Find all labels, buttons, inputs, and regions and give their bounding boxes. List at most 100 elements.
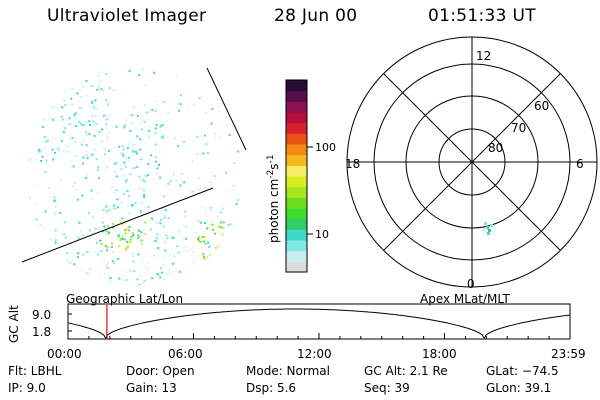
image-pixel xyxy=(74,181,77,184)
image-pixel xyxy=(103,260,106,263)
image-pixel xyxy=(70,244,72,247)
timeline-plot xyxy=(67,303,571,340)
image-pixel xyxy=(82,162,85,165)
image-pixel xyxy=(61,233,64,236)
image-pixel xyxy=(86,113,89,116)
image-pixel xyxy=(145,111,148,114)
image-pixel xyxy=(69,123,72,125)
image-pixel xyxy=(139,148,142,151)
colorbar-segment xyxy=(286,186,307,198)
image-pixel xyxy=(235,202,238,205)
image-pixel xyxy=(196,135,199,138)
image-pixel xyxy=(106,166,109,169)
image-pixel xyxy=(85,131,88,134)
image-pixel xyxy=(61,140,64,143)
image-pixel xyxy=(115,125,118,128)
image-pixel xyxy=(77,252,80,255)
image-pixel xyxy=(138,74,141,77)
image-pixel xyxy=(169,236,172,239)
image-pixel xyxy=(91,114,93,117)
image-pixel xyxy=(107,225,110,228)
image-pixel xyxy=(64,236,67,239)
mlt-label-18: 18 xyxy=(345,157,360,171)
image-pixel xyxy=(44,171,47,173)
image-pixel xyxy=(166,120,169,123)
mlt-label-6: 6 xyxy=(576,157,584,171)
image-pixel xyxy=(50,106,53,109)
image-pixel xyxy=(94,227,97,230)
image-pixel xyxy=(115,172,118,175)
image-pixel xyxy=(106,135,109,138)
image-pixel xyxy=(103,225,106,228)
image-pixel xyxy=(129,156,132,159)
image-pixel xyxy=(132,255,135,258)
image-pixel xyxy=(121,223,124,226)
image-pixel xyxy=(127,229,130,232)
image-pixel xyxy=(143,279,146,282)
image-pixel xyxy=(207,152,209,155)
image-pixel xyxy=(40,159,42,162)
image-pixel xyxy=(91,153,94,156)
image-pixel xyxy=(160,136,163,139)
image-pixel xyxy=(172,262,174,265)
image-pixel xyxy=(209,253,211,256)
image-pixel xyxy=(157,273,160,276)
image-pixel xyxy=(156,241,159,244)
image-pixel xyxy=(54,205,57,208)
image-pixel xyxy=(131,204,134,207)
image-pixel xyxy=(105,210,108,213)
colorbar-segment xyxy=(286,229,307,241)
image-pixel xyxy=(88,122,91,125)
image-pixel xyxy=(126,190,129,193)
image-pixel xyxy=(94,115,97,118)
image-pixel xyxy=(160,267,162,270)
image-pixel xyxy=(52,106,55,109)
image-pixel xyxy=(171,235,174,238)
image-pixel xyxy=(171,236,174,239)
image-pixel xyxy=(105,118,108,121)
image-pixel xyxy=(71,87,74,90)
image-pixel xyxy=(156,172,158,174)
image-pixel xyxy=(132,144,135,147)
image-pixel xyxy=(120,153,123,156)
image-pixel xyxy=(141,188,144,191)
image-pixel xyxy=(106,137,109,140)
image-pixel xyxy=(126,245,129,248)
image-pixel xyxy=(60,116,63,119)
image-pixel xyxy=(154,99,157,102)
image-pixel xyxy=(154,160,157,163)
image-pixel xyxy=(136,114,139,117)
info-gc-alt: GC Alt: 2.1 Re xyxy=(364,364,448,378)
image-pixel xyxy=(139,138,142,141)
image-pixel xyxy=(52,158,55,161)
image-pixel xyxy=(210,122,213,125)
geographic-image xyxy=(27,68,244,285)
image-pixel xyxy=(102,89,105,92)
image-pixel xyxy=(200,206,203,209)
image-pixel xyxy=(116,198,119,201)
image-pixel xyxy=(177,251,180,254)
image-pixel xyxy=(168,269,171,272)
image-pixel xyxy=(221,208,224,211)
image-pixel xyxy=(167,273,170,276)
image-pixel xyxy=(121,155,124,158)
image-pixel xyxy=(113,204,116,207)
image-pixel xyxy=(111,186,113,189)
image-pixel xyxy=(98,86,100,89)
colorbar-label-main: photon cm xyxy=(267,179,281,243)
image-pixel xyxy=(41,126,44,129)
image-pixel xyxy=(127,195,130,198)
image-pixel xyxy=(227,224,230,227)
image-pixel xyxy=(175,76,178,79)
image-pixel xyxy=(110,246,113,248)
image-pixel xyxy=(231,224,233,227)
image-pixel xyxy=(138,229,140,232)
image-pixel xyxy=(118,245,120,248)
polar-dial xyxy=(346,36,598,288)
image-pixel xyxy=(128,159,131,162)
aurora-pixel xyxy=(488,229,491,232)
image-pixel xyxy=(147,206,150,208)
image-pixel xyxy=(143,120,146,123)
image-pixel xyxy=(64,104,67,106)
image-pixel xyxy=(214,137,217,140)
